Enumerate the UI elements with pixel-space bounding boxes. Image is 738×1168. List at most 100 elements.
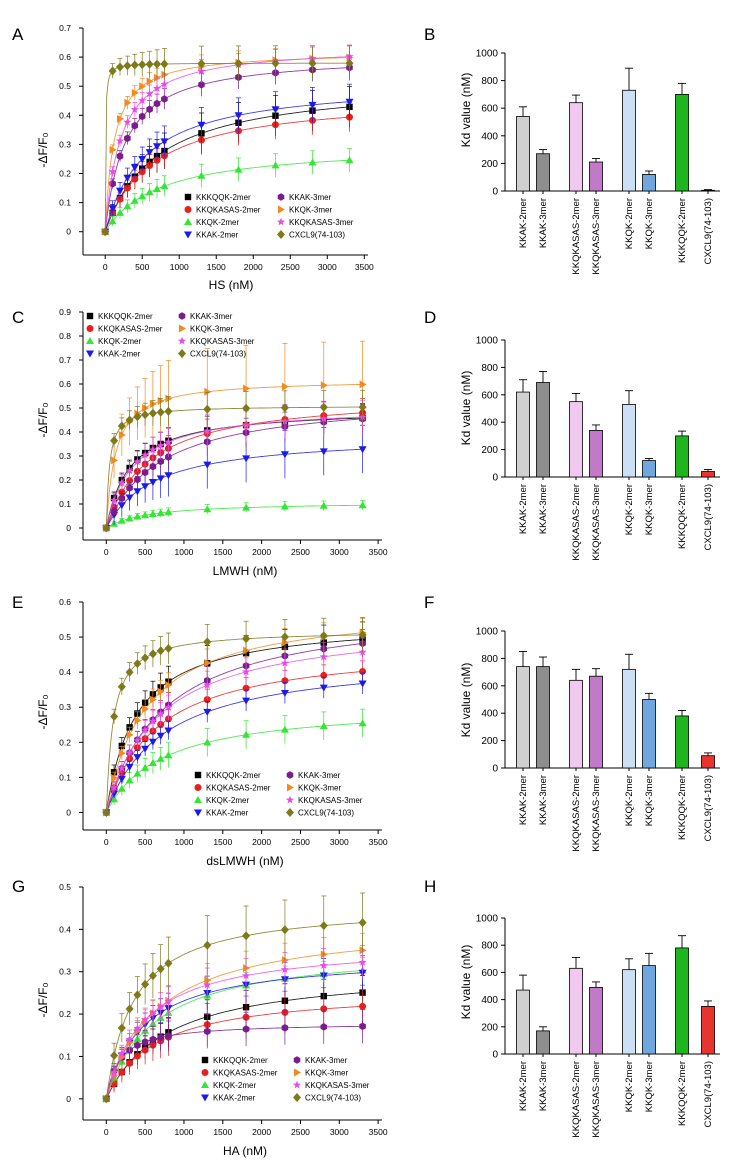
data-point (141, 410, 150, 420)
data-point (108, 217, 117, 225)
category-label: CXCL9(74-103) (703, 1061, 714, 1128)
legend-marker (184, 193, 192, 201)
category-label: KKQKASAS-3mer (591, 198, 602, 275)
data-point (130, 60, 139, 70)
data-point (156, 964, 165, 974)
y-tick-label: 200 (481, 736, 498, 747)
fit-curve-kkak-2mer (104, 101, 350, 232)
data-point (125, 514, 134, 522)
fit-curve-kkqkasas-2mer (105, 1005, 363, 1099)
data-point (125, 494, 134, 502)
data-point (123, 202, 132, 210)
scatter-chart-a: 0 0.1 0.2 0.3 0.4 0.5 0.6 0.7 0 500 1000 1500 2000 25… (59, 23, 374, 272)
x-tick-label: 2000 (252, 837, 271, 847)
category-label: KKQK-3mer (644, 775, 655, 826)
data-point (102, 523, 111, 533)
data-point (153, 143, 161, 151)
legend-marker (277, 230, 285, 239)
fit-curve-kkqkasas-3mer (105, 651, 363, 813)
data-point (118, 749, 126, 758)
bar-kkqkasas-2mer (569, 401, 583, 478)
y-tick-label: 0.9 (59, 307, 71, 317)
x-tick-label: 1000 (170, 262, 189, 272)
data-point (148, 717, 157, 725)
data-point (242, 503, 251, 511)
data-point (204, 1027, 211, 1036)
category-label: KKQKASAS-3mer (591, 484, 602, 561)
data-point (110, 783, 119, 791)
data-point (319, 921, 328, 931)
legend-label: KKQKASAS-3mer (190, 337, 255, 346)
data-point (358, 918, 367, 928)
y-tick-label: 600 (481, 390, 498, 401)
y-tick-label: 0.7 (59, 23, 71, 33)
y-tick-label: 0.2 (59, 169, 71, 179)
data-point (108, 66, 117, 76)
data-point (280, 925, 289, 935)
legend-label: KKAK-3mer (190, 312, 233, 321)
data-point (359, 1002, 367, 1010)
y-tick-label: 0.4 (59, 110, 71, 120)
data-point (123, 61, 132, 71)
data-point (116, 208, 124, 216)
data-point (197, 121, 206, 129)
x-tick-label: 1500 (207, 262, 226, 272)
data-point (242, 971, 251, 980)
data-point (115, 136, 125, 145)
bar-kkqkasas-3mer (589, 430, 603, 478)
data-point (156, 441, 165, 450)
data-point (152, 84, 162, 92)
category-label: KKAK-2mer (518, 775, 529, 825)
bar-kkqk-2mer (622, 89, 636, 192)
data-point (243, 646, 251, 655)
series-kkqk-2mer (102, 500, 367, 531)
y-tick-label: 0.5 (59, 882, 71, 892)
data-point (101, 227, 110, 237)
legend-label: KKAK-2mer (196, 231, 239, 240)
data-point (149, 695, 157, 704)
series-cxcl9-74-103 (102, 389, 367, 533)
y-tick-label: 0.1 (59, 772, 71, 782)
legend-label: KKKQQK-2mer (196, 193, 251, 202)
series-kkqk-2mer (101, 148, 354, 235)
y-tick-label: 0.1 (59, 499, 71, 509)
data-point (138, 60, 147, 70)
fit-curve-kkqkasas-3mer (105, 416, 363, 529)
x-tick-label: 3000 (330, 1127, 349, 1137)
legend-label: KKAK-2mer (206, 809, 249, 818)
fit-curve-kkqk-2mer (106, 504, 363, 529)
data-point (148, 1008, 157, 1016)
x-tick-label: 3500 (355, 262, 374, 272)
y-tick-label: 600 (481, 681, 498, 692)
y-tick-label: 0 (66, 1094, 71, 1104)
data-point (138, 192, 147, 200)
bar-kkqkasas-3mer (589, 675, 603, 769)
series-kkqk-2mer (102, 708, 367, 816)
fit-curve-kkkqqk-2mer (104, 106, 350, 232)
fit-curve-kkqkasas-3mer (105, 961, 363, 1099)
data-point (153, 99, 161, 108)
data-point (133, 412, 142, 422)
series-kkqkasas-2mer (102, 660, 367, 816)
data-point (165, 1032, 172, 1040)
x-tick-label: 500 (138, 837, 152, 847)
data-point (141, 1015, 150, 1024)
legend-marker (194, 771, 202, 779)
data-point (133, 1024, 142, 1032)
data-point (148, 759, 157, 766)
data-point (358, 630, 367, 640)
bar-kkkqqk-2mer (675, 715, 689, 769)
data-point (156, 475, 165, 483)
data-point (320, 1023, 327, 1031)
category-label: KKQK-2mer (624, 1061, 635, 1112)
legend-marker (184, 231, 192, 239)
data-point (117, 1049, 126, 1057)
legend-marker (86, 312, 94, 320)
bar-kkak-2mer (516, 666, 530, 769)
data-point (358, 446, 367, 454)
legend-marker (287, 783, 294, 792)
x-tick-label: 2000 (252, 547, 271, 557)
data-point (164, 997, 173, 1006)
y-tick-label: 0 (66, 227, 71, 237)
y-tick-label: 600 (481, 968, 498, 979)
